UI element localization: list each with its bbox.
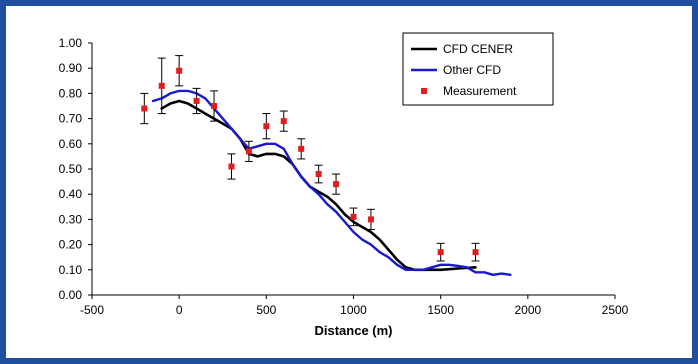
y-tick-label: 0.10: [59, 263, 83, 277]
measurement-point: [262, 113, 271, 140]
measurement-marker: [245, 148, 252, 155]
series-line-cfd-cener: [160, 99, 477, 272]
measurement-point: [210, 90, 219, 122]
x-tick-labels: -500 0 500 1000 1500 2000 2500: [80, 303, 629, 317]
y-tick-label: 0.70: [59, 112, 83, 126]
measurement-marker: [350, 213, 357, 220]
measurement-marker: [141, 105, 148, 112]
measurement-marker: [280, 118, 287, 125]
legend-label-measurement: Measurement: [443, 84, 517, 98]
measurement-point: [192, 87, 201, 115]
measurement-marker: [228, 163, 235, 170]
measurement-marker: [263, 123, 270, 130]
measurement-point: [244, 140, 253, 162]
chart-panel: [6, 6, 692, 358]
measurement-point: [332, 173, 341, 195]
x-tick-label: 0: [176, 303, 183, 317]
series-layer: [151, 89, 512, 276]
measurement-marker: [472, 249, 479, 256]
x-tick-label: 2500: [602, 303, 629, 317]
measurement-marker: [211, 103, 218, 109]
measurement-point: [297, 138, 306, 160]
legend-label-cfd-cener: CFD CENER: [443, 42, 513, 56]
y-tick-label: 0.00: [59, 288, 83, 302]
measurement-marker: [333, 181, 340, 188]
y-tick-label: 0.30: [59, 212, 83, 226]
legend-label-other-cfd: Other CFD: [443, 63, 501, 77]
axes: [88, 42, 616, 299]
x-tick-label: 1500: [427, 303, 454, 317]
legend: CFD CENER Other CFD Measurement: [402, 32, 554, 106]
measurement-point: [227, 153, 236, 180]
measurement-marker: [315, 171, 322, 178]
measurement-point: [279, 110, 288, 132]
x-axis-title: Distance (m): [314, 323, 392, 338]
y-tick-label: 0.90: [59, 61, 83, 75]
measurement-point: [366, 208, 375, 230]
series-line-other-cfd: [151, 89, 512, 276]
y-tick-label: 0.60: [59, 137, 83, 151]
x-tick-label: 2000: [514, 303, 541, 317]
measurement-point: [436, 242, 445, 262]
y-tick-labels: 0.00 0.10 0.20 0.30 0.40 0.50 0.60 0.70 0.80 0.90…: [59, 36, 83, 302]
x-tick-label: -500: [80, 303, 104, 317]
measurement-marker: [298, 145, 305, 152]
measurement-marker: [437, 249, 444, 256]
x-tick-label: 500: [256, 303, 276, 317]
measurement-point: [349, 207, 358, 227]
measurement-marker: [193, 97, 200, 104]
x-tick-label: 1000: [340, 303, 367, 317]
legend-swatch-measurement: [421, 88, 427, 94]
y-tick-label: 0.80: [59, 86, 83, 100]
measurement-point: [157, 57, 166, 115]
measurement-point: [314, 164, 323, 184]
measurement-point: [140, 92, 149, 125]
measurement-marker: [367, 216, 374, 223]
y-tick-label: 0.40: [59, 187, 83, 201]
y-tick-label: 1.00: [59, 36, 83, 50]
measurement-point: [175, 55, 184, 87]
measurement-layer: [140, 55, 480, 262]
measurement-marker: [176, 67, 183, 74]
measurement-point: [471, 242, 480, 262]
measurement-marker: [158, 82, 165, 89]
y-tick-label: 0.20: [59, 238, 83, 252]
y-tick-label: 0.50: [59, 162, 83, 176]
